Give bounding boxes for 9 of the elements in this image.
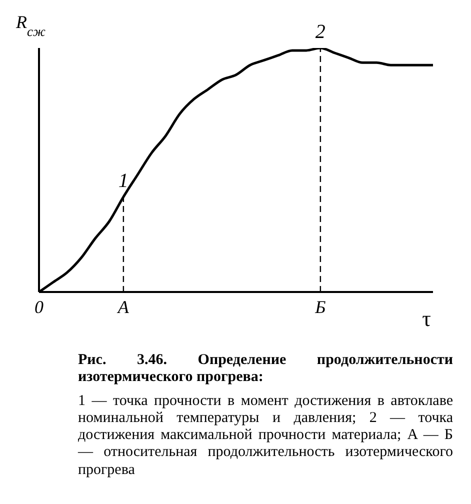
text: 1 — точка прочности в момент достижения в автоклаве номинальной температуры и давления; 2 — точка достижения максимальной прочности материала; A — Б — относительная продолжительность изотермического прогрева: [78, 392, 453, 479]
x-axis-title: τ: [422, 306, 432, 331]
annotation: 2: [315, 21, 326, 43]
y-axis-title: R$_{сж}$: [15, 12, 46, 38]
text: Рис. 3.46. Определение продолжительности изотермического прогрева:: [78, 352, 453, 386]
annotation: 1: [118, 170, 128, 192]
x-tick-label: 0: [34, 296, 44, 317]
x-tick-label: A: [116, 296, 130, 317]
x-tick-label: Б: [314, 296, 326, 317]
